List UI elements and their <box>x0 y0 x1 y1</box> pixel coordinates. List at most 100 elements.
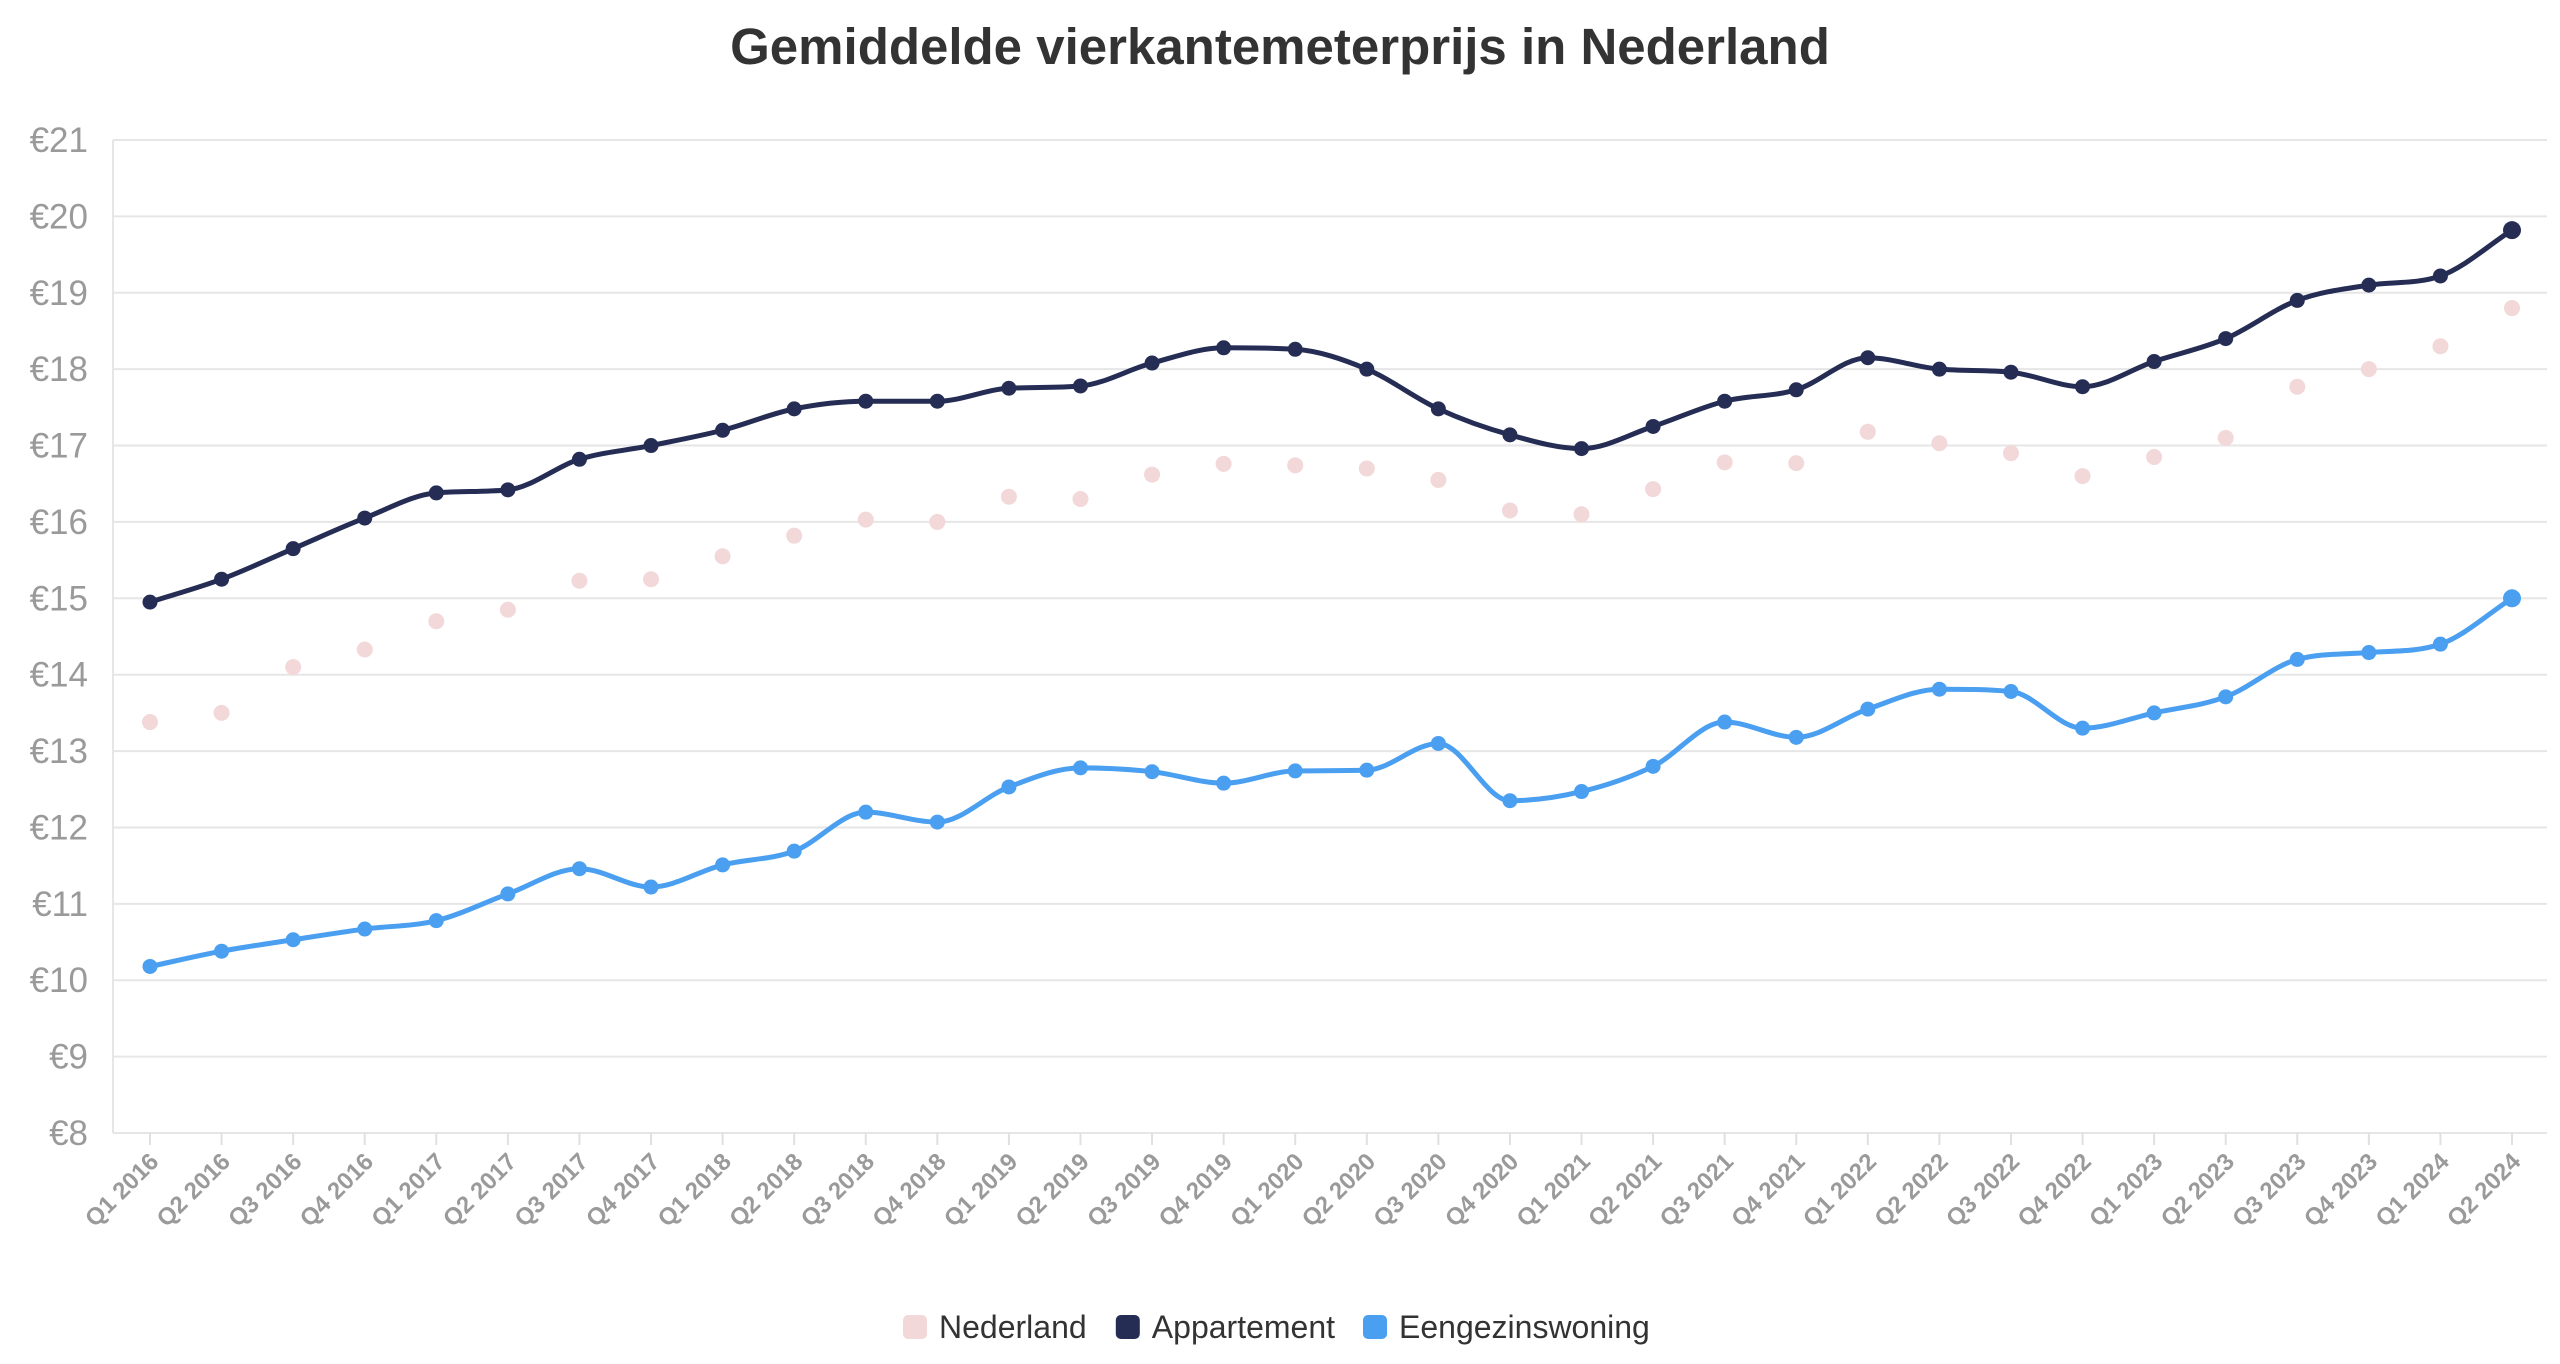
legend[interactable]: Nederland Appartement Eengezinswoning <box>903 1309 1650 1345</box>
data-point[interactable] <box>2003 364 2019 380</box>
legend-item-eengezinswoning[interactable]: Eengezinswoning <box>1363 1309 1650 1345</box>
data-point[interactable] <box>1645 758 1661 774</box>
data-point[interactable] <box>1931 681 1947 697</box>
data-point[interactable] <box>500 482 516 498</box>
data-point[interactable] <box>1430 735 1446 751</box>
data-point[interactable] <box>1001 779 1017 795</box>
data-point[interactable] <box>2218 689 2234 705</box>
data-point[interactable] <box>214 943 230 959</box>
data-point[interactable] <box>858 804 874 820</box>
data-point[interactable] <box>357 510 373 526</box>
data-point[interactable] <box>1072 760 1088 776</box>
data-point[interactable] <box>1144 764 1160 780</box>
data-point[interactable] <box>213 704 230 721</box>
data-point[interactable] <box>1287 763 1303 779</box>
data-point[interactable] <box>1860 701 1876 717</box>
data-point[interactable] <box>1072 491 1089 508</box>
data-point[interactable] <box>2075 720 2091 736</box>
data-point[interactable] <box>285 932 301 948</box>
data-point[interactable] <box>643 879 659 895</box>
data-point[interactable] <box>1574 441 1590 457</box>
data-point[interactable] <box>1358 460 1375 477</box>
data-point[interactable] <box>2289 378 2306 395</box>
data-point[interactable] <box>2361 645 2377 661</box>
data-point[interactable] <box>929 513 946 530</box>
data-point[interactable] <box>1931 435 1948 452</box>
data-point[interactable] <box>2503 221 2521 240</box>
data-point[interactable] <box>1216 340 1232 356</box>
data-point[interactable] <box>857 511 874 528</box>
data-point[interactable] <box>1716 454 1733 471</box>
data-point[interactable] <box>357 921 373 937</box>
data-point[interactable] <box>2002 445 2019 462</box>
legend-item-nederland[interactable]: Nederland <box>903 1309 1087 1345</box>
data-point[interactable] <box>2432 338 2449 355</box>
data-point[interactable] <box>428 485 444 501</box>
data-point[interactable] <box>786 843 802 859</box>
data-point[interactable] <box>2504 300 2520 317</box>
data-point[interactable] <box>428 613 445 630</box>
data-point[interactable] <box>715 857 731 873</box>
data-point[interactable] <box>1287 457 1304 474</box>
data-point[interactable] <box>929 814 945 830</box>
data-point[interactable] <box>571 451 587 467</box>
data-point[interactable] <box>2360 361 2377 378</box>
data-point[interactable] <box>1788 455 1805 472</box>
data-point[interactable] <box>2432 268 2448 284</box>
data-point[interactable] <box>1573 506 1590 523</box>
data-point[interactable] <box>142 594 158 610</box>
data-point[interactable] <box>499 601 516 618</box>
data-point[interactable] <box>786 401 802 417</box>
data-point[interactable] <box>500 886 516 902</box>
data-point[interactable] <box>786 527 803 544</box>
data-point[interactable] <box>214 571 230 587</box>
data-point[interactable] <box>142 714 158 731</box>
data-point[interactable] <box>2075 379 2091 395</box>
data-point[interactable] <box>1860 350 1876 366</box>
data-point[interactable] <box>1072 378 1088 394</box>
data-point[interactable] <box>2217 429 2234 446</box>
data-point[interactable] <box>571 572 588 589</box>
data-point[interactable] <box>571 861 587 877</box>
data-point[interactable] <box>2503 589 2521 608</box>
data-point[interactable] <box>1574 784 1590 800</box>
data-point[interactable] <box>2146 705 2162 721</box>
data-point[interactable] <box>1144 466 1161 483</box>
data-point[interactable] <box>715 422 731 438</box>
data-point[interactable] <box>285 659 302 676</box>
data-point[interactable] <box>1931 361 1947 377</box>
data-point[interactable] <box>2289 651 2305 667</box>
data-point[interactable] <box>1645 418 1661 434</box>
data-point[interactable] <box>2003 683 2019 699</box>
data-point[interactable] <box>1287 341 1303 357</box>
data-point[interactable] <box>1359 361 1375 377</box>
data-point[interactable] <box>2146 448 2163 465</box>
data-point[interactable] <box>2432 636 2448 652</box>
data-point[interactable] <box>1430 471 1447 488</box>
data-point[interactable] <box>1430 401 1446 417</box>
data-point[interactable] <box>929 393 945 409</box>
data-point[interactable] <box>1215 455 1232 472</box>
data-point[interactable] <box>1788 382 1804 398</box>
data-point[interactable] <box>1788 729 1804 745</box>
data-point[interactable] <box>2289 292 2305 308</box>
data-point[interactable] <box>142 958 158 974</box>
data-point[interactable] <box>643 571 660 588</box>
data-point[interactable] <box>1645 481 1662 498</box>
data-point[interactable] <box>2361 277 2377 293</box>
data-point[interactable] <box>2146 354 2162 370</box>
data-point[interactable] <box>1501 502 1518 519</box>
data-point[interactable] <box>1859 423 1876 440</box>
data-point[interactable] <box>714 548 731 565</box>
data-point[interactable] <box>643 438 659 454</box>
data-point[interactable] <box>1359 762 1375 778</box>
data-point[interactable] <box>285 541 301 557</box>
data-point[interactable] <box>858 393 874 409</box>
data-point[interactable] <box>1717 393 1733 409</box>
data-point[interactable] <box>1216 775 1232 791</box>
data-point[interactable] <box>1001 380 1017 396</box>
data-point[interactable] <box>2074 468 2091 485</box>
data-point[interactable] <box>2218 331 2234 347</box>
data-point[interactable] <box>1502 793 1518 809</box>
data-point[interactable] <box>1000 488 1017 505</box>
